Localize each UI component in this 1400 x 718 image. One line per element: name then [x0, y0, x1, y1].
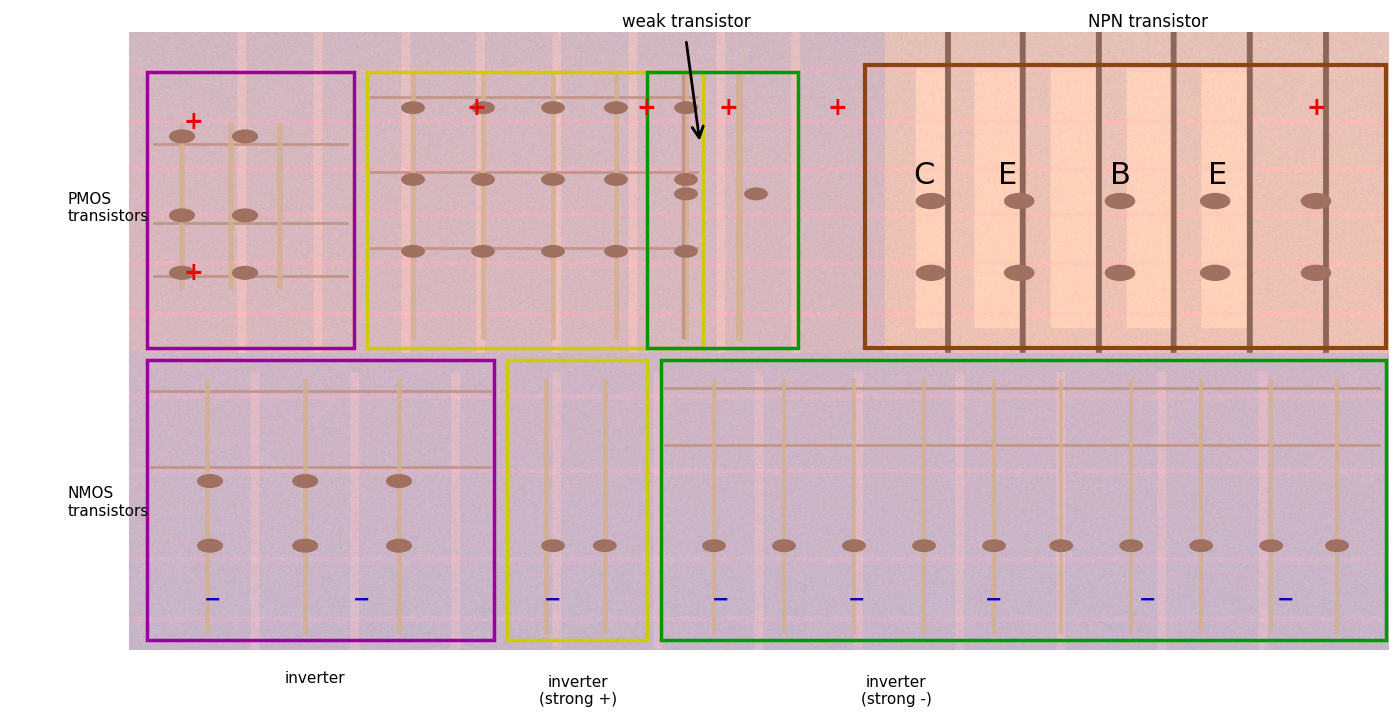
Circle shape [605, 174, 627, 185]
Circle shape [293, 475, 318, 488]
Circle shape [232, 130, 258, 143]
Text: −: − [986, 589, 1002, 610]
Circle shape [472, 246, 494, 257]
Circle shape [472, 174, 494, 185]
Circle shape [675, 188, 697, 200]
Text: +: + [827, 95, 847, 120]
Circle shape [232, 266, 258, 279]
Circle shape [472, 102, 494, 113]
Circle shape [843, 540, 865, 551]
Circle shape [402, 174, 424, 185]
Circle shape [232, 209, 258, 222]
Circle shape [1302, 266, 1330, 280]
Text: inverter
(strong +): inverter (strong +) [539, 674, 617, 707]
Bar [661, 360, 1386, 640]
Circle shape [1326, 540, 1348, 551]
Text: NMOS
transistors: NMOS transistors [67, 486, 148, 519]
Circle shape [745, 188, 767, 200]
Text: inverter: inverter [284, 671, 346, 686]
Text: NPN transistor: NPN transistor [1088, 12, 1208, 31]
Circle shape [1005, 194, 1033, 208]
Circle shape [1050, 540, 1072, 551]
Text: inverter
(strong -): inverter (strong -) [861, 674, 931, 707]
Circle shape [1201, 266, 1229, 280]
Text: −: − [545, 589, 561, 610]
Circle shape [1302, 194, 1330, 208]
Text: B: B [1110, 162, 1130, 190]
Circle shape [197, 539, 223, 552]
Circle shape [1260, 540, 1282, 551]
Text: +: + [466, 95, 486, 120]
Circle shape [402, 102, 424, 113]
Text: E: E [1208, 162, 1228, 190]
Bar [367, 72, 703, 348]
Circle shape [386, 539, 412, 552]
Text: −: − [848, 589, 865, 610]
Text: −: − [204, 589, 221, 610]
Bar [647, 72, 798, 348]
Bar [147, 360, 494, 640]
Circle shape [917, 194, 945, 208]
Circle shape [169, 266, 195, 279]
Text: +: + [1306, 95, 1326, 120]
Circle shape [169, 209, 195, 222]
Circle shape [386, 475, 412, 488]
Circle shape [542, 102, 564, 113]
Text: +: + [183, 110, 203, 134]
Circle shape [1106, 266, 1134, 280]
Circle shape [983, 540, 1005, 551]
Circle shape [594, 540, 616, 551]
Text: −: − [353, 589, 370, 610]
Circle shape [1201, 194, 1229, 208]
Circle shape [197, 475, 223, 488]
Circle shape [1106, 194, 1134, 208]
Circle shape [675, 246, 697, 257]
Text: C: C [913, 162, 935, 190]
Circle shape [917, 266, 945, 280]
Text: weak transistor: weak transistor [622, 12, 750, 31]
Circle shape [913, 540, 935, 551]
Text: −: − [1277, 589, 1294, 610]
Circle shape [1190, 540, 1212, 551]
Circle shape [169, 130, 195, 143]
Circle shape [1005, 266, 1033, 280]
Bar [147, 72, 354, 348]
Text: E: E [998, 162, 1018, 190]
Circle shape [675, 174, 697, 185]
Circle shape [773, 540, 795, 551]
Text: PMOS
transistors: PMOS transistors [67, 192, 148, 225]
Text: +: + [637, 95, 657, 120]
Circle shape [1120, 540, 1142, 551]
Circle shape [293, 539, 318, 552]
Bar [865, 65, 1386, 348]
Circle shape [542, 174, 564, 185]
Circle shape [675, 102, 697, 113]
Circle shape [542, 246, 564, 257]
Circle shape [542, 540, 564, 551]
Text: −: − [713, 589, 729, 610]
Text: −: − [1140, 589, 1156, 610]
Circle shape [402, 246, 424, 257]
Circle shape [605, 102, 627, 113]
Text: +: + [718, 95, 738, 120]
Text: +: + [183, 261, 203, 285]
Circle shape [703, 540, 725, 551]
Bar [507, 360, 647, 640]
Circle shape [605, 246, 627, 257]
